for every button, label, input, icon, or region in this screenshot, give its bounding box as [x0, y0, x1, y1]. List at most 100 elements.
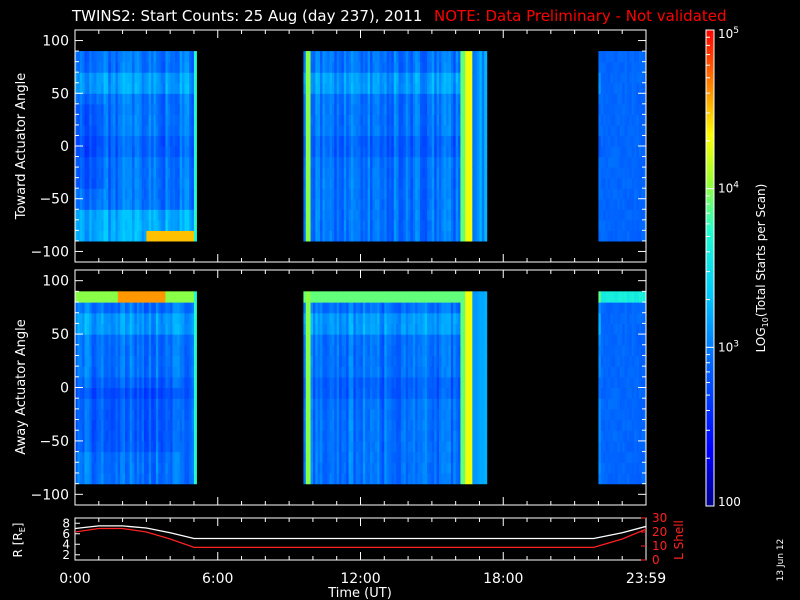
heatmap-cell: [170, 291, 174, 303]
heatmap-cell: [182, 146, 186, 158]
heatmap-cell: [477, 344, 481, 357]
heatmap-cell: [324, 103, 328, 115]
heatmap-cell: [472, 366, 476, 378]
heatmap-cell: [79, 156, 83, 168]
heatmap-cell: [334, 440, 338, 453]
heatmap-cell: [148, 114, 152, 126]
heatmap-cell: [458, 344, 462, 357]
heatmap-cell: [391, 167, 395, 179]
heatmap-cell: [184, 188, 188, 200]
heatmap-cell: [469, 430, 473, 442]
heatmap-cell: [77, 146, 81, 158]
heatmap-cell: [474, 198, 478, 210]
heatmap-cell: [312, 366, 316, 378]
heatmap-cell: [103, 408, 107, 421]
heatmap-cell: [179, 61, 183, 73]
heatmap-cell: [310, 323, 314, 335]
heatmap-cell: [305, 219, 309, 231]
heatmap-cell: [610, 167, 614, 179]
heatmap-cell: [484, 291, 488, 303]
heatmap-cell: [403, 93, 407, 105]
heatmap-cell: [465, 376, 469, 389]
heatmap-cell: [427, 177, 431, 189]
heatmap-cell: [339, 302, 343, 314]
heatmap-cell: [182, 355, 186, 367]
heatmap-cell: [134, 167, 138, 179]
heatmap-cell: [193, 291, 197, 303]
heatmap-cell: [598, 146, 602, 158]
heatmap-cell: [189, 103, 193, 115]
heatmap-cell: [408, 93, 412, 105]
heatmap-cell: [113, 355, 117, 367]
heatmap-cell: [122, 366, 126, 378]
heatmap-cell: [179, 146, 183, 158]
heatmap-cell: [91, 398, 95, 410]
heatmap-cell: [446, 334, 450, 346]
heatmap-cell: [448, 355, 452, 367]
heatmap-cell: [103, 82, 107, 94]
heatmap-cell: [308, 93, 312, 105]
heatmap-cell: [398, 376, 402, 389]
heatmap-cell: [339, 219, 343, 231]
heatmap-cell: [448, 366, 452, 378]
heatmap-cell: [422, 219, 426, 231]
heatmap-cell: [400, 334, 404, 346]
heatmap-cell: [113, 156, 117, 168]
heatmap-cell: [365, 51, 369, 63]
heatmap-cell: [101, 344, 105, 357]
heatmap-cell: [422, 302, 426, 314]
heatmap-cell: [472, 177, 476, 189]
heatmap-cell: [341, 230, 345, 242]
heatmap-cell: [308, 430, 312, 442]
heatmap-cell: [400, 198, 404, 210]
heatmap-cell: [453, 82, 457, 94]
heatmap-cell: [474, 146, 478, 158]
heatmap-cell: [317, 82, 321, 94]
heatmap-cell: [179, 366, 183, 378]
heatmap-cell: [419, 430, 423, 442]
heatmap-cell: [481, 82, 485, 94]
heatmap-cell: [327, 198, 331, 210]
heatmap-cell: [94, 114, 98, 126]
heatmap-cell: [117, 146, 121, 158]
heatmap-cell: [174, 61, 178, 73]
heatmap-cell: [419, 177, 423, 189]
heatmap-cell: [465, 472, 469, 485]
heatmap-cell: [353, 188, 357, 200]
heatmap-cell: [405, 355, 409, 367]
heatmap-cell: [362, 323, 366, 335]
heatmap-cell: [367, 398, 371, 410]
heatmap-cell: [124, 312, 128, 325]
heatmap-cell: [174, 419, 178, 431]
heatmap-cell: [386, 124, 390, 137]
heatmap-cell: [443, 440, 447, 453]
heatmap-cell: [479, 198, 483, 210]
heatmap-cell: [458, 72, 462, 84]
heatmap-cell: [91, 366, 95, 378]
heatmap-cell: [148, 334, 152, 346]
heatmap-cell: [419, 124, 423, 137]
heatmap-cell: [86, 323, 90, 335]
heatmap-cell: [346, 366, 350, 378]
heatmap-cell: [431, 430, 435, 442]
heatmap-cell: [360, 398, 364, 410]
heatmap-cell: [362, 167, 366, 179]
heatmap-cell: [312, 398, 316, 410]
heatmap-cell: [163, 188, 167, 200]
heatmap-cell: [641, 167, 645, 179]
heatmap-cell: [629, 198, 633, 210]
heatmap-cell: [393, 451, 397, 463]
heatmap-cell: [308, 366, 312, 378]
heatmap-cell: [158, 302, 162, 314]
heatmap-cell: [474, 156, 478, 168]
heatmap-cell: [153, 188, 157, 200]
heatmap-cell: [346, 376, 350, 389]
heatmap-cell: [477, 451, 481, 463]
heatmap-cell: [436, 219, 440, 231]
heatmap-cell: [146, 61, 150, 73]
heatmap-cell: [448, 312, 452, 325]
heatmap-cell: [336, 188, 340, 200]
heatmap-cell: [91, 291, 95, 303]
heatmap-cell: [346, 219, 350, 231]
heatmap-cell: [481, 344, 485, 357]
